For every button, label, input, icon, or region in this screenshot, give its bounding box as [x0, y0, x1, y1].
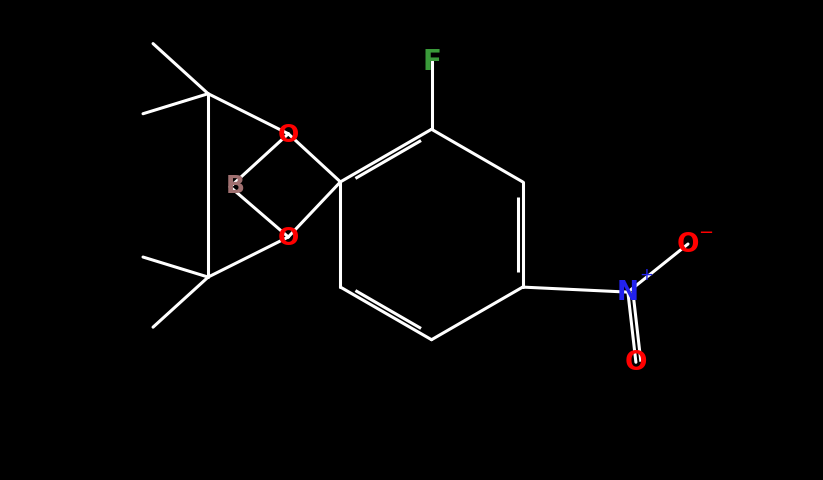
Text: O: O	[277, 226, 299, 250]
Text: O: O	[677, 231, 700, 257]
Text: −: −	[699, 224, 714, 241]
Text: N: N	[617, 279, 639, 305]
Text: O: O	[277, 122, 299, 146]
Text: O: O	[625, 349, 647, 375]
Text: F: F	[422, 48, 441, 76]
Text: +: +	[639, 265, 653, 284]
Text: B: B	[226, 174, 244, 197]
